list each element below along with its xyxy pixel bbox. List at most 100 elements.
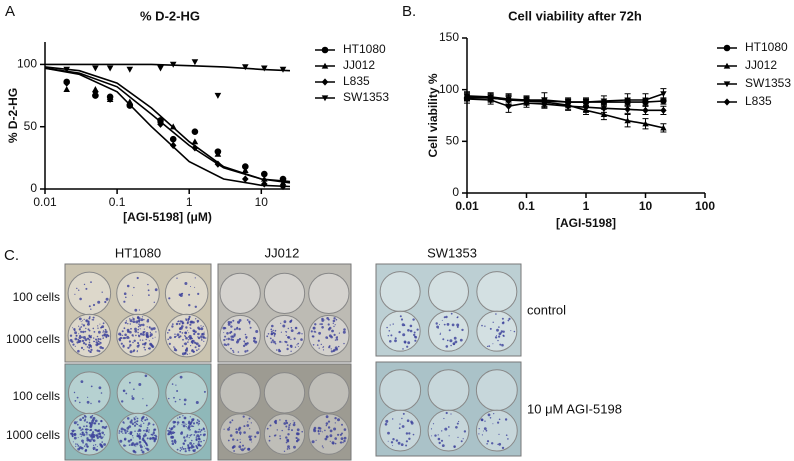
marker <box>600 104 608 112</box>
colony <box>176 277 178 279</box>
colony <box>88 329 91 332</box>
colony <box>81 431 84 434</box>
colony <box>435 322 438 325</box>
colony <box>92 439 96 442</box>
colony <box>290 329 294 332</box>
colony <box>90 348 93 351</box>
x-tick-label: 0.1 <box>109 195 126 209</box>
colony <box>498 418 501 421</box>
colony <box>80 346 84 349</box>
colony <box>176 448 179 451</box>
colony <box>195 438 198 441</box>
condition-label: control <box>527 302 566 317</box>
colony <box>131 431 133 433</box>
colony <box>93 422 96 425</box>
colony <box>190 446 193 449</box>
colony <box>137 420 139 422</box>
colony <box>198 420 201 423</box>
colony <box>278 349 281 353</box>
colony <box>154 336 156 338</box>
colony <box>145 404 148 407</box>
colony <box>194 286 196 288</box>
colony <box>100 419 103 423</box>
colony <box>230 330 233 333</box>
colony <box>131 442 135 445</box>
colony <box>103 426 107 430</box>
colony <box>480 418 484 422</box>
colony <box>101 445 104 448</box>
colony <box>184 448 187 450</box>
colony <box>153 430 155 432</box>
colony <box>202 427 205 431</box>
colony <box>200 325 202 327</box>
colony <box>144 348 146 351</box>
colony <box>224 335 227 338</box>
colony <box>145 338 147 341</box>
colony <box>148 431 150 433</box>
colony <box>461 328 464 332</box>
colony <box>450 344 452 347</box>
colony <box>182 338 184 341</box>
colony <box>232 349 234 352</box>
colony <box>179 449 182 452</box>
colony <box>410 421 414 425</box>
colony <box>98 330 101 334</box>
row-label: 100 cells <box>13 290 60 304</box>
colony <box>280 322 282 324</box>
colony <box>232 438 235 441</box>
colony <box>92 431 95 434</box>
colony <box>441 444 445 447</box>
colony <box>254 435 257 438</box>
colony <box>493 413 495 415</box>
colony <box>126 417 130 420</box>
colony <box>335 348 339 351</box>
colony <box>171 325 174 328</box>
colony <box>140 318 144 322</box>
colony <box>256 431 260 435</box>
colony <box>497 339 499 342</box>
colony <box>226 332 229 335</box>
colony <box>141 416 144 420</box>
colony <box>198 348 200 350</box>
colony <box>88 305 91 308</box>
colony <box>321 326 324 329</box>
colony <box>173 440 177 444</box>
colony <box>92 316 95 319</box>
colony <box>301 430 304 433</box>
colony <box>138 428 141 431</box>
colony <box>297 342 300 345</box>
colony <box>399 315 402 318</box>
colony <box>327 318 330 321</box>
x-axis-label: [AGI-5198] <box>556 216 616 230</box>
colony <box>168 297 171 300</box>
marker <box>624 117 631 124</box>
colony <box>174 400 177 403</box>
colony <box>127 346 130 349</box>
colony <box>329 434 333 438</box>
colony <box>390 334 393 337</box>
y-tick-label: 0 <box>30 181 37 195</box>
colony <box>103 443 106 446</box>
colony <box>80 435 82 438</box>
colony <box>77 445 80 447</box>
colony <box>503 335 505 337</box>
colony <box>92 303 96 307</box>
colony <box>311 335 314 338</box>
colony <box>445 315 448 319</box>
colony <box>333 427 337 431</box>
colony <box>290 350 292 352</box>
colony <box>404 341 407 344</box>
colony <box>75 334 78 337</box>
colony <box>98 400 101 403</box>
colony <box>82 336 86 339</box>
colony <box>88 316 91 318</box>
colony <box>104 300 107 304</box>
colony <box>405 432 409 435</box>
well <box>427 369 470 412</box>
colony <box>330 350 334 353</box>
colony <box>251 441 253 443</box>
colony <box>285 341 288 344</box>
colony <box>137 325 140 328</box>
colony <box>504 418 508 421</box>
colony <box>89 350 92 353</box>
